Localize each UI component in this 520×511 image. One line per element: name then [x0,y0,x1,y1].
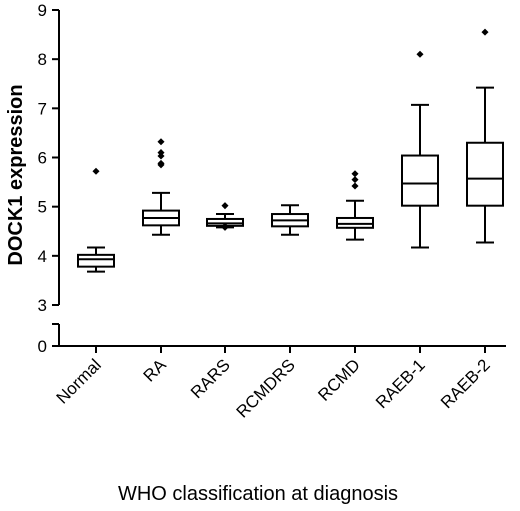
outlier-point [157,149,165,157]
box-rcmdrs [271,204,309,236]
box-raeb-2 [466,28,504,244]
box-rars [206,202,244,231]
box-rcmd [336,170,374,241]
x-tick-label: RAEB-2 [437,355,494,412]
outlier-point [351,182,359,190]
y-tick-label: 4 [38,247,47,266]
outlier-point [221,222,229,230]
y-tick-label: 8 [38,50,47,69]
outlier-point [92,167,100,175]
y-tick-label: 7 [38,99,47,118]
y-tick-label: 3 [38,296,47,315]
y-tick-label: 5 [38,198,47,217]
box-ra [142,138,180,236]
outlier-point [351,170,359,178]
y-tick-label: 0 [38,337,47,356]
box-iqr [401,154,439,207]
y-axis-title: DOCK1 expression [5,84,27,265]
outlier-point [157,159,165,167]
x-axis-title: WHO classification at diagnosis [118,483,398,505]
box-iqr [466,141,504,207]
outlier-point [481,28,489,36]
x-tick-label: RA [140,355,171,386]
y-tick-label: 6 [38,149,47,168]
y-tick-label: 9 [38,1,47,20]
x-tick-label: Normal [53,355,105,407]
x-tick-label: RCMD [314,355,363,404]
x-tick-label: RCMDRS [233,355,299,421]
box-iqr [77,253,115,268]
box-normal [77,167,115,273]
boxes [77,28,504,273]
x-tick-label: RARS [187,355,234,402]
outlier-point [221,202,229,210]
outlier-point [351,176,359,184]
x-tick-label: RAEB-1 [372,355,429,412]
outlier-point [416,50,424,58]
axes [52,9,506,353]
box-raeb-1 [401,50,439,249]
outlier-point [157,138,165,146]
